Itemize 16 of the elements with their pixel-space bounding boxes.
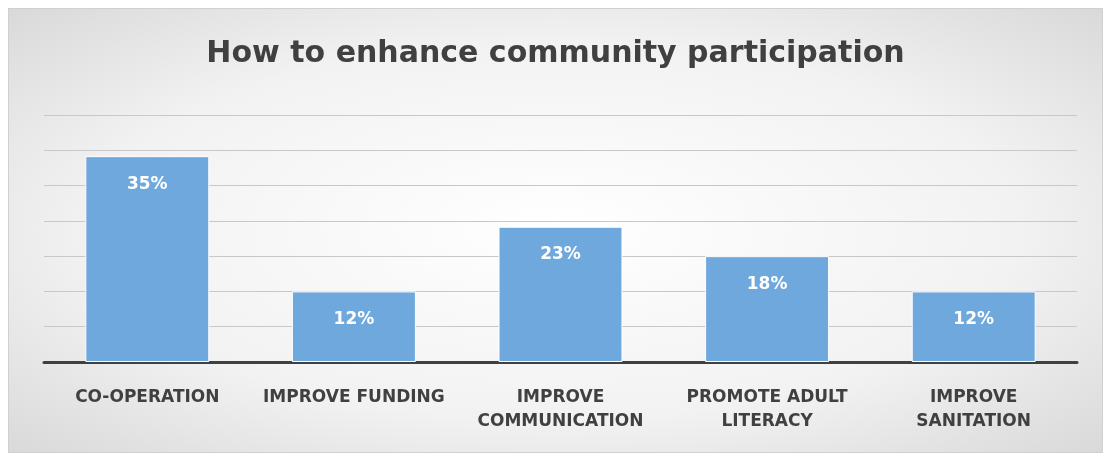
chart-title: How to enhance community participation	[206, 33, 905, 69]
data-label: 23%	[540, 243, 581, 264]
bar	[291, 291, 416, 362]
x-tick-label: IMPROVE COMMUNICATION	[477, 386, 644, 430]
bar	[911, 291, 1036, 362]
bar	[85, 156, 210, 362]
x-tick-label: IMPROVE FUNDING	[263, 386, 445, 406]
x-tick-label: PROMOTE ADULT LITERACY	[686, 386, 849, 430]
x-tick-label: CO-OPERATION	[75, 386, 220, 406]
data-label: 12%	[953, 307, 995, 328]
bar	[498, 226, 623, 362]
data-label: 35%	[126, 172, 168, 193]
data-label: 12%	[333, 307, 375, 328]
data-label: 18%	[746, 272, 788, 293]
bar	[705, 256, 830, 362]
x-tick-label: IMPROVE SANITATION	[916, 386, 1032, 430]
